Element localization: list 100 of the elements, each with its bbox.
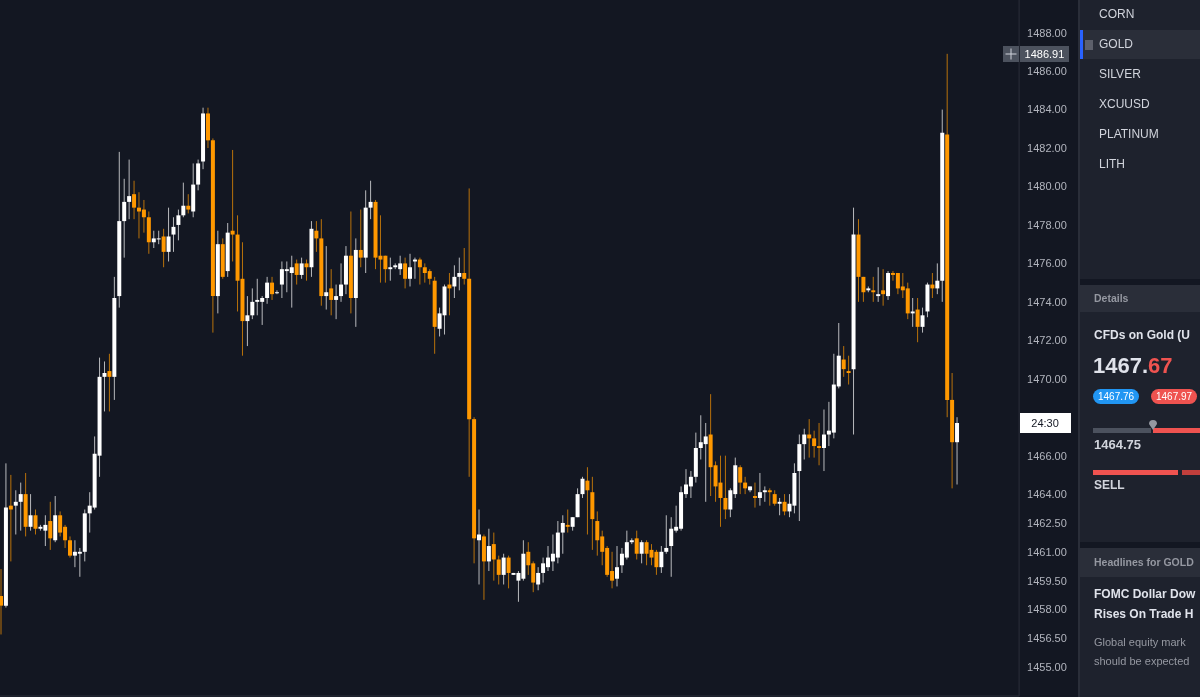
y-tick-label: 1484.00 (1026, 103, 1067, 116)
candlestick (934, 262, 939, 295)
candlestick (496, 555, 501, 585)
y-tick-label: 1480.00 (1026, 180, 1067, 193)
candlestick (106, 353, 111, 412)
candlestick (368, 180, 373, 220)
candlestick (501, 553, 506, 585)
candlestick (328, 268, 333, 316)
candlestick (141, 199, 146, 234)
candlestick (560, 514, 565, 555)
text: GOLD (1099, 36, 1134, 53)
candlestick (0, 568, 3, 635)
candlestick (185, 193, 190, 214)
candlestick (688, 470, 693, 499)
candlestick (653, 549, 658, 576)
candlestick (841, 345, 846, 378)
text: SILVER (1099, 66, 1141, 83)
candlestick (565, 509, 570, 534)
candlestick (289, 255, 294, 309)
candlestick (77, 547, 82, 578)
text: 24:30 (1019, 412, 1071, 433)
text: XCUUSD (1099, 96, 1150, 113)
text: LITH (1099, 156, 1126, 173)
candlestick (782, 493, 787, 516)
candlestick (609, 551, 614, 589)
candlestick (304, 259, 309, 282)
candlestick (294, 259, 299, 286)
candlestick (382, 255, 387, 284)
candlestick (101, 360, 106, 412)
text: Global equity mark (1094, 636, 1186, 650)
candlestick (338, 262, 343, 303)
candlestick (259, 295, 264, 326)
candlestick (580, 476, 584, 499)
candlestick (264, 276, 269, 305)
candlestick (156, 230, 161, 245)
candlestick (323, 245, 328, 311)
candlestick (402, 257, 407, 289)
y-tick-label: 1478.00 (1026, 218, 1067, 231)
candlestick (584, 466, 589, 535)
text: Rises On Trade H (1094, 606, 1194, 622)
candlestick (28, 493, 33, 532)
candlestick (269, 276, 274, 301)
candlestick (644, 539, 649, 566)
candlestick (175, 209, 180, 241)
candlestick (13, 489, 18, 535)
candlestick (456, 257, 461, 291)
candlestick (8, 474, 13, 562)
candlestick (42, 514, 47, 547)
text: Headlines for GOLD (1094, 555, 1194, 570)
candlestick (634, 530, 639, 560)
candlestick (737, 464, 742, 495)
candlestick (461, 247, 466, 286)
text: Details (1094, 291, 1129, 306)
text: 1467.76 (1093, 389, 1140, 404)
candlestick (313, 220, 318, 253)
candlestick (33, 509, 37, 535)
candlestick (816, 422, 821, 466)
candlestick (535, 566, 540, 591)
candlestick (131, 180, 136, 220)
candlestick (230, 149, 235, 262)
y-tick-label: 1482.00 (1026, 141, 1067, 154)
candlestick (915, 297, 920, 343)
y-tick-label: 1456.50 (1026, 632, 1067, 645)
y-tick-label: 1461.00 (1026, 545, 1067, 558)
candlestick (639, 539, 644, 564)
candlestick (757, 472, 762, 507)
candlestick (18, 482, 23, 532)
y-tick-label: 1488.00 (1026, 26, 1067, 39)
y-tick-label: 1462.50 (1026, 516, 1067, 529)
y-tick-label: 1486.00 (1026, 65, 1067, 78)
text: 1467.97 (1151, 389, 1198, 404)
y-tick-label: 1458.00 (1026, 603, 1067, 616)
candlestick (299, 257, 304, 280)
text: CORN (1099, 6, 1135, 23)
text: 1464.75 (1094, 437, 1141, 453)
candlestick (846, 355, 851, 386)
candlestick (801, 428, 806, 461)
candlestick (752, 482, 757, 509)
y-tick-label: 1470.00 (1026, 372, 1067, 385)
candlestick (910, 297, 915, 328)
text: should be expected (1094, 655, 1190, 669)
candlestick (417, 257, 422, 286)
candlestick (860, 276, 865, 303)
text: PLATINUM (1099, 126, 1159, 143)
candlestick (762, 485, 767, 503)
y-tick-label: 1455.00 (1026, 661, 1067, 674)
candlestick (491, 532, 496, 582)
candlestick (166, 207, 171, 262)
candlestick (195, 159, 200, 191)
candlestick (717, 455, 722, 528)
candlestick (722, 455, 727, 520)
candlestick (703, 422, 708, 503)
candlestick (875, 266, 880, 303)
text: 1467.67 (1093, 352, 1173, 380)
candlestick (658, 545, 663, 574)
candlestick (274, 289, 279, 295)
candlestick (821, 409, 826, 472)
candlestick (767, 487, 772, 507)
text: 1486.91 (1019, 45, 1070, 62)
candlestick (126, 159, 131, 220)
